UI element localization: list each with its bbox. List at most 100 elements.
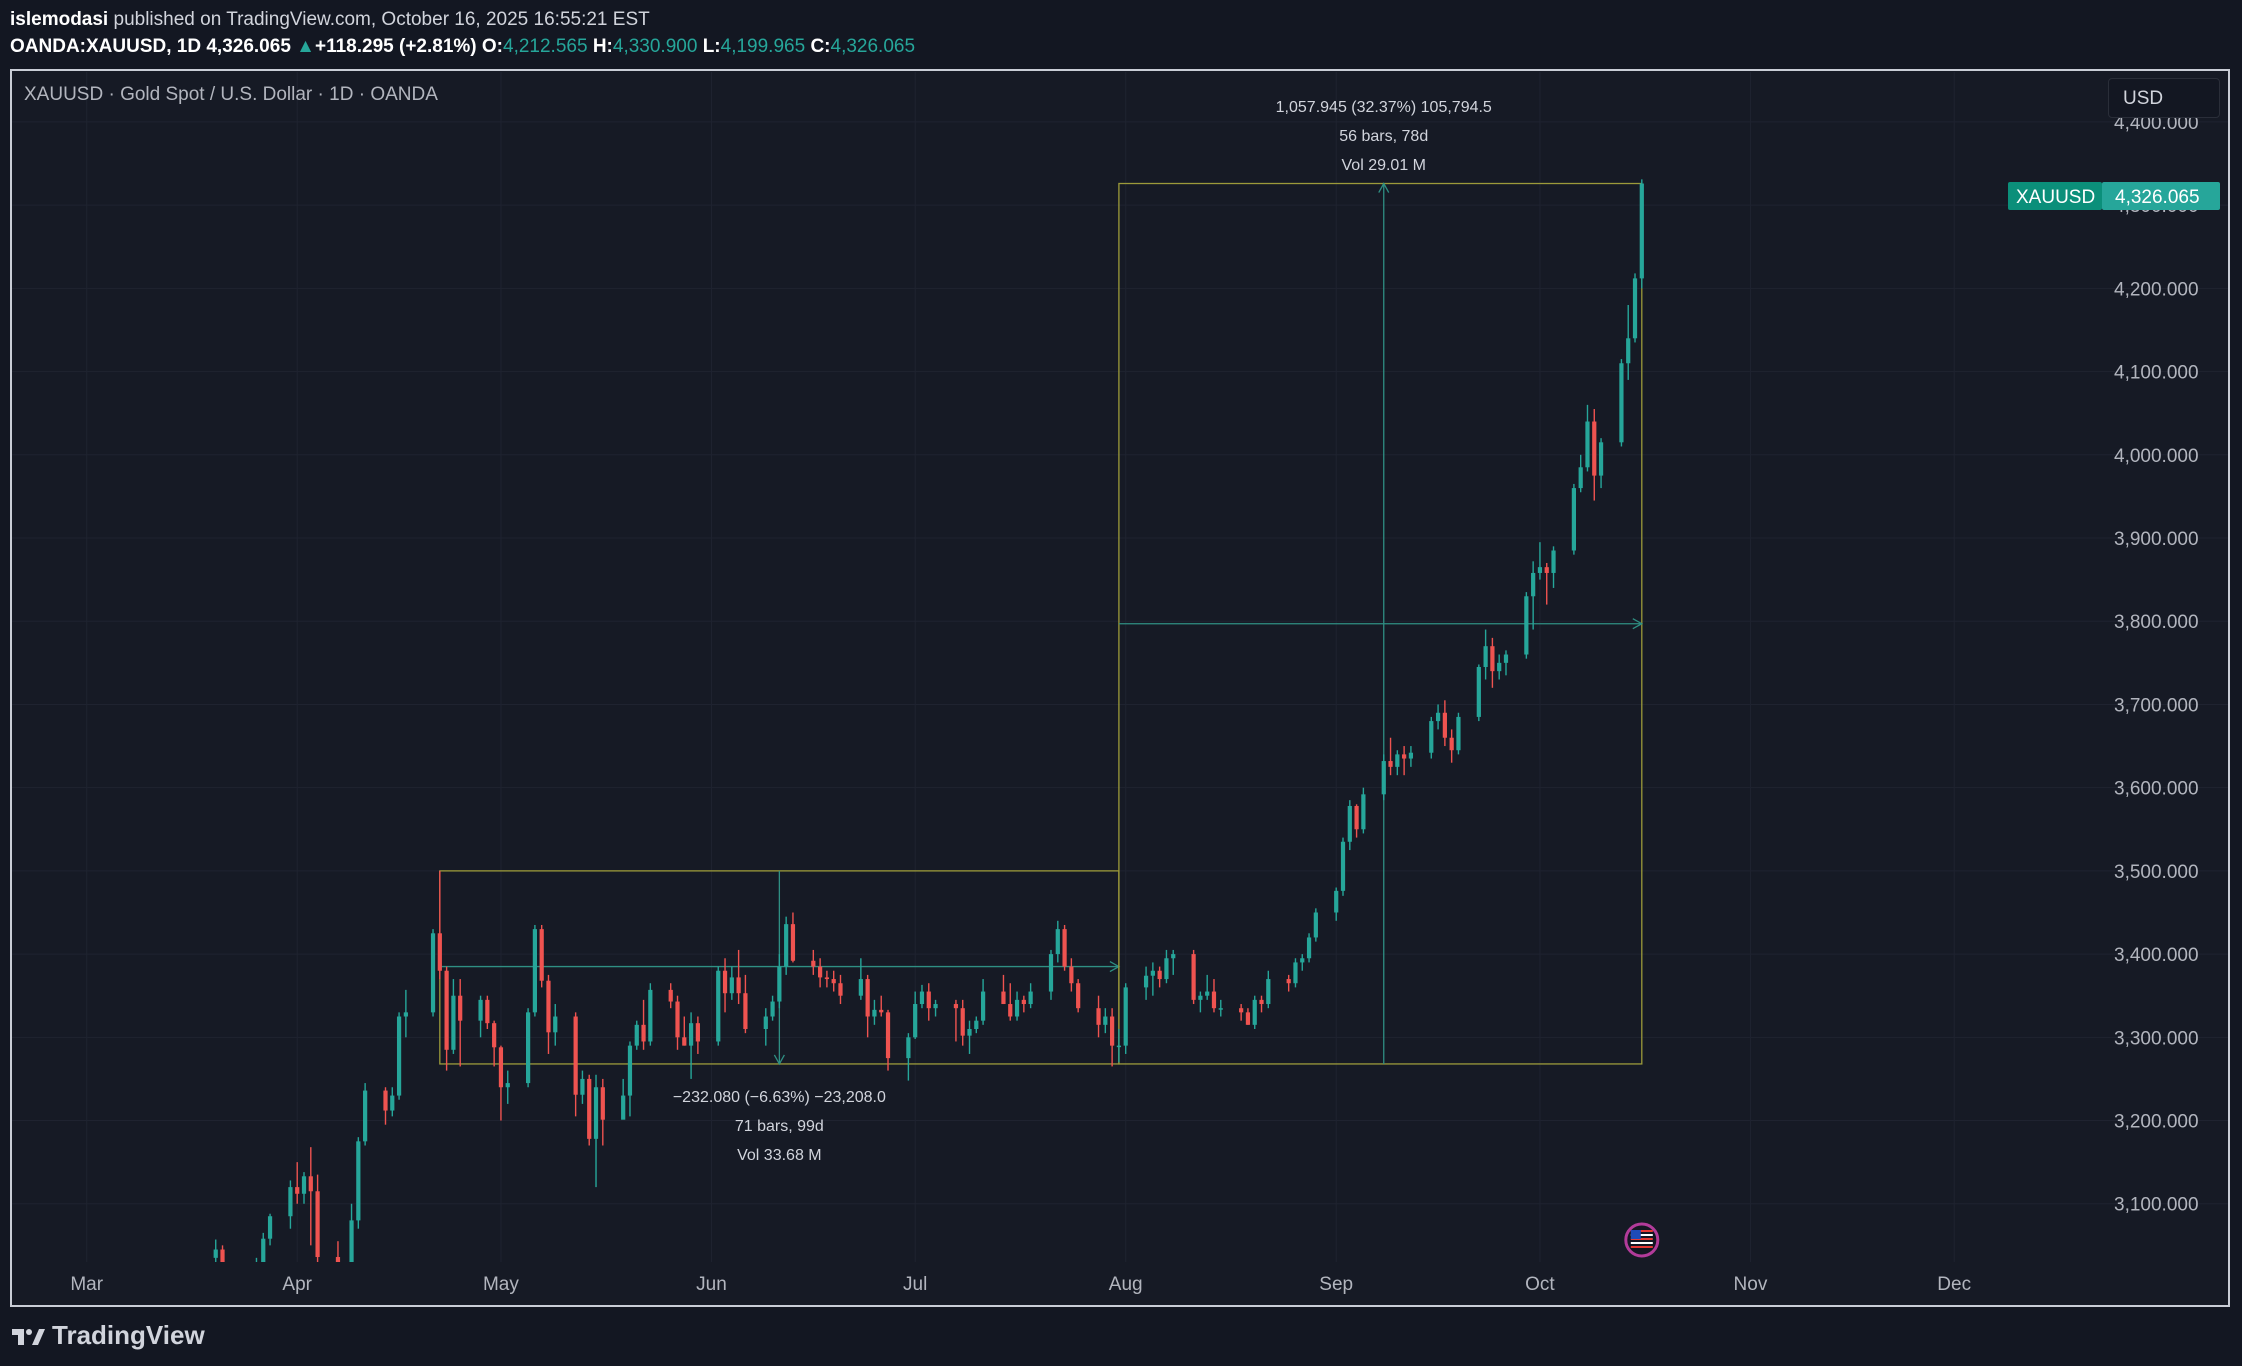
candle-body: [1150, 970, 1155, 976]
candle-body: [736, 977, 741, 994]
candle-body: [960, 1008, 965, 1036]
candle-body: [444, 970, 449, 1050]
candle-body: [1021, 999, 1026, 1005]
candle-body: [308, 1176, 313, 1192]
candle-body: [1259, 999, 1264, 1005]
flag-stripe: [1630, 1230, 1653, 1232]
candle-body: [980, 991, 986, 1021]
candle-body: [301, 1176, 307, 1194]
high-label: H:: [592, 36, 613, 57]
candle-body: [695, 1023, 700, 1042]
candle-body: [858, 979, 863, 996]
candle-body: [1252, 999, 1257, 1025]
candle-body: [1619, 363, 1624, 443]
candle-body: [1490, 646, 1495, 672]
price-tick-label: 3,900.000: [2114, 529, 2199, 550]
candle-body: [1626, 338, 1631, 364]
candle-body: [1028, 991, 1033, 1005]
candle-body: [1239, 1008, 1244, 1013]
brand-name: TradingView: [52, 1320, 205, 1350]
flag-stripe: [1630, 1242, 1653, 1244]
range-info-label: Vol 33.68 M: [737, 1147, 822, 1164]
candle-body: [1442, 712, 1447, 738]
candle-body: [919, 991, 925, 1005]
us-flag-event-icon[interactable]: [1624, 1222, 1660, 1258]
month-tick-label: May: [483, 1274, 519, 1295]
time-axis[interactable]: Mar Apr May Jun Jul Aug Sep Oct Nov Dec: [70, 1274, 1971, 1295]
candle-body: [811, 960, 816, 967]
candle-body: [553, 1016, 558, 1033]
candle-body: [437, 933, 442, 971]
candle-body: [974, 1020, 979, 1029]
candle-body: [648, 989, 653, 1042]
symbol-legend[interactable]: XAUUSD · Gold Spot / U.S. Dollar · 1D · …: [24, 84, 438, 105]
candle-body: [580, 1078, 585, 1095]
candle-body: [872, 1009, 877, 1017]
candle-body: [1381, 761, 1386, 795]
candle-body: [831, 979, 836, 984]
candle-body: [600, 1087, 605, 1120]
candle-body: [532, 929, 538, 1013]
price-tag-symbol-bg: [2008, 182, 2102, 210]
candle-body: [573, 1016, 578, 1095]
arrowhead-up-icon: [1378, 182, 1390, 193]
candle-body: [458, 995, 463, 1021]
candle-body: [1402, 754, 1407, 759]
candle-body: [1456, 716, 1461, 751]
candle-body: [1340, 841, 1346, 891]
candle-body: [879, 1009, 884, 1013]
candle-body: [1076, 983, 1081, 1009]
candle-body: [1116, 1045, 1122, 1048]
ohlc-line: OANDA:XAUUSD, 1D 4,326.065 ▲+118.295 (+2…: [10, 33, 915, 60]
candle-body: [485, 999, 490, 1024]
currency-button[interactable]: USD: [2108, 78, 2220, 118]
candle-body: [1143, 975, 1149, 988]
up-triangle-icon: ▲: [296, 36, 315, 57]
candle-body: [213, 1249, 218, 1258]
candle-body: [1592, 421, 1597, 476]
published-info: published on TradingView.com, October 16…: [113, 9, 650, 30]
month-tick-label: Aug: [1109, 1274, 1143, 1295]
candle-body: [1096, 1008, 1101, 1025]
candle-body: [1408, 752, 1414, 759]
publisher-name[interactable]: islemodasi: [10, 9, 109, 30]
month-tick-label: Oct: [1525, 1274, 1555, 1295]
candle-body: [587, 1078, 592, 1139]
month-tick-label: Dec: [1937, 1274, 1971, 1295]
candle-body: [267, 1216, 273, 1239]
price-tag-symbol: XAUUSD: [2016, 187, 2095, 208]
candle-body: [913, 1004, 918, 1038]
candle-body: [593, 1087, 599, 1139]
candle-body: [926, 991, 931, 1009]
price-tick-label: 3,200.000: [2114, 1112, 2199, 1133]
low-label: L:: [702, 36, 721, 57]
candle-body: [1524, 596, 1529, 655]
flag-canton: [1630, 1230, 1641, 1239]
candle-body: [505, 1083, 510, 1088]
candle-body: [261, 1238, 266, 1262]
candle-body: [953, 1004, 959, 1009]
candle-body: [770, 1001, 775, 1017]
candle-body: [1435, 712, 1441, 722]
candle-body: [1055, 929, 1060, 955]
month-tick-label: Sep: [1319, 1274, 1353, 1295]
candle-body: [1334, 890, 1339, 913]
grid: [12, 72, 2228, 1262]
candle-body: [1585, 421, 1590, 468]
price-change: +118.295 (+2.81%): [314, 36, 477, 57]
candle-body: [349, 1220, 354, 1262]
candle-body: [1313, 912, 1318, 938]
candle-body: [288, 1187, 293, 1217]
candle-body: [716, 970, 721, 1042]
tradingview-logo[interactable]: TradingView: [10, 1320, 205, 1351]
month-tick-label: Jun: [696, 1274, 727, 1295]
publish-header: islemodasi published on TradingView.com,…: [10, 6, 915, 60]
candle-body: [1483, 646, 1488, 667]
close-label: C:: [810, 36, 831, 57]
candle-body: [220, 1249, 225, 1262]
candle-body: [1157, 970, 1162, 980]
price-tag-value-bg: [2102, 182, 2220, 210]
candle-body: [933, 1004, 938, 1009]
price-axis[interactable]: 3,100.000 3,200.000 3,300.000 3,400.000 3,50…: [2114, 113, 2199, 1216]
